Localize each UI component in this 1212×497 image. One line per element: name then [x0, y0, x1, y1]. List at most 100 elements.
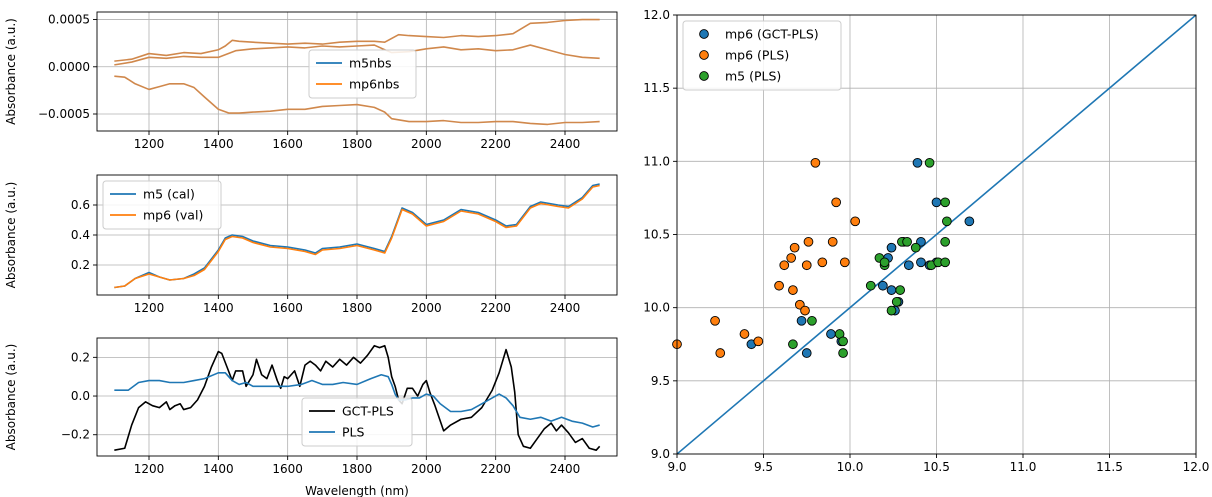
x-tick-label: 1600	[272, 137, 303, 151]
y-tick-label: 0.4	[71, 228, 90, 242]
legend-label: mp6 (val)	[143, 208, 203, 223]
scatter-point-0-8	[886, 285, 897, 295]
scatter-point-2-21	[940, 257, 951, 268]
x-tick-label: 2200	[480, 301, 511, 315]
scatter-point-2-18	[940, 197, 951, 208]
x-tick-label: 2400	[550, 301, 581, 315]
series-line-top-4	[114, 75, 600, 126]
scatter-point-1-11	[800, 305, 810, 316]
series-line-top-2	[114, 18, 600, 62]
x-tick-label: 10.0	[837, 460, 864, 474]
x-tick-label: 11.5	[1096, 460, 1123, 474]
scatter-point-2-5	[865, 280, 876, 291]
scatter-point-1-19	[850, 216, 861, 227]
scatter-point-1-2	[715, 348, 726, 358]
scatter-point-0-13	[912, 157, 923, 168]
legend-marker	[699, 29, 709, 39]
series-line-bottom-0	[114, 344, 601, 451]
axes-top: 1200 1400 1600 1800 2000 2200 2400 −0.0005 0.000…	[4, 11, 618, 151]
y-axis-label: Absorbance (a.u.)	[4, 18, 18, 125]
y-tick-label: 0.0000	[48, 60, 90, 74]
scatter-point-2-10	[891, 296, 902, 307]
y-tick-label: 0.0	[71, 389, 90, 403]
scatter-point-2-9	[886, 305, 897, 316]
x-tick-label: 1800	[342, 462, 373, 476]
x-tick-label: 2200	[480, 137, 511, 151]
x-tick-label: 2400	[550, 462, 581, 476]
scatter-point-2-14	[910, 242, 921, 253]
legend-label: mp6nbs	[349, 77, 399, 92]
legend-box	[301, 397, 413, 447]
x-tick-label: 1400	[203, 301, 234, 315]
scatter-point-1-5	[774, 280, 784, 291]
legend-marker	[699, 71, 709, 81]
y-tick-label: 0.6	[71, 198, 90, 212]
legend-label: m5nbs	[349, 56, 392, 71]
scatter-point-1-12	[801, 260, 812, 271]
x-tick-label: 1400	[203, 462, 234, 476]
scatter-point-0-12	[903, 260, 914, 271]
scatter-point-1-3	[739, 329, 750, 339]
scatter-point-2-8	[879, 257, 890, 268]
series-line-middle-1	[114, 184, 600, 289]
scatter-point-0-7	[886, 242, 897, 253]
y-tick-label: 9.0	[651, 447, 670, 461]
y-axis-label: Absorbance (a.u.)	[4, 344, 18, 451]
y-tick-label: 0.2	[71, 350, 90, 364]
x-tick-label: 12.0	[1183, 460, 1210, 474]
scatter-point-2-11	[895, 285, 906, 295]
scatter-point-1-13	[803, 236, 814, 247]
legend-label: mp6 (GCT-PLS)	[725, 27, 819, 42]
scatter-point-2-4	[838, 336, 848, 347]
scatter-point-2-2	[838, 348, 848, 358]
scatter-point-2-20	[942, 216, 952, 227]
scatter-point-0-17	[931, 197, 942, 208]
scatter-point-1-1	[710, 315, 720, 326]
scatter-point-0-2	[801, 348, 812, 358]
scatter-point-1-14	[810, 157, 821, 168]
scatter-point-1-15	[817, 257, 828, 268]
identity-line	[677, 15, 1196, 454]
x-tick-label: 1800	[342, 301, 373, 315]
axes-right: 9.0 9.5 10.0 10.5 11.0 11.5 12.0 9.0 9.5 10.0 10.5…	[643, 8, 1209, 474]
series-line-bottom-1	[114, 372, 600, 428]
scatter-point-0-1	[796, 315, 807, 326]
scatter-point-0-19	[964, 216, 975, 227]
axes-middle: 1200 1400 1600 1800 2000 2200 2400 0.2 0.4 0.6 Abs…	[4, 174, 618, 315]
x-tick-label: 10.5	[923, 460, 950, 474]
x-tick-label: 1600	[272, 462, 303, 476]
x-tick-label: 2400	[550, 137, 581, 151]
x-tick-label: 9.5	[754, 460, 773, 474]
legend-top: m5nbs mp6nbs	[308, 49, 417, 99]
scatter-point-1-9	[788, 285, 798, 295]
scatter-point-2-13	[902, 236, 912, 247]
x-tick-label: 1800	[342, 137, 373, 151]
y-tick-label: 11.5	[643, 81, 670, 95]
scatter-point-1-4	[753, 336, 764, 347]
y-axis-label: Absorbance (a.u.)	[4, 182, 18, 289]
scatter-point-2-0	[788, 339, 798, 350]
x-tick-label: 1600	[272, 301, 303, 315]
legend-box	[682, 20, 842, 91]
x-tick-label: 2000	[411, 301, 442, 315]
y-tick-label: 11.0	[643, 154, 670, 168]
legend-label: GCT-PLS	[342, 404, 394, 419]
y-tick-label: 12.0	[643, 8, 670, 22]
scatter-point-0-3	[826, 329, 836, 339]
x-tick-label: 9.0	[667, 460, 686, 474]
scatter-point-1-18	[839, 257, 850, 268]
x-tick-label: 1200	[134, 137, 165, 151]
scatter-point-1-16	[827, 236, 838, 247]
axes-bottom: 1200 1400 1600 1800 2000 2200 2400 −0.2 0.0 0.2 Ab…	[4, 337, 618, 497]
x-tick-label: 1200	[134, 462, 165, 476]
y-tick-label: −0.0005	[38, 107, 90, 121]
series-line-top-3	[114, 44, 600, 66]
y-tick-label: 9.5	[651, 374, 670, 388]
scatter-point-1-8	[789, 242, 800, 253]
x-tick-label: 2000	[411, 462, 442, 476]
y-tick-label: 10.0	[643, 301, 670, 315]
x-axis-label: Wavelength (nm)	[305, 484, 409, 497]
legend-right: mp6 (GCT-PLS) mp6 (PLS) m5 (PLS)	[682, 20, 842, 91]
legend-box	[102, 180, 222, 230]
scatter-point-0-15	[916, 257, 926, 268]
